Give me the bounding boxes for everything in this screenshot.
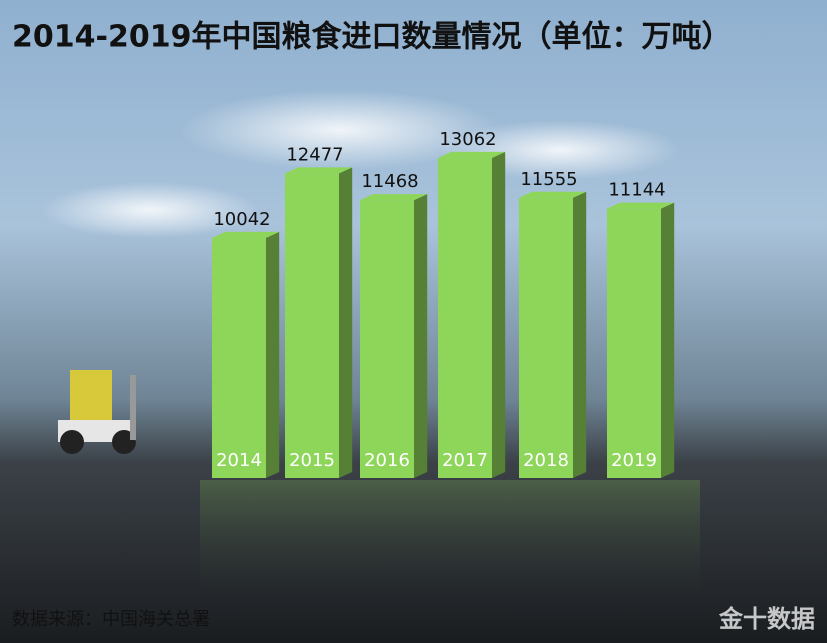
bar-top <box>438 151 506 158</box>
x-tick-label: 2019 <box>611 450 657 471</box>
reflection <box>200 480 700 600</box>
cloud <box>40 182 260 238</box>
bar-side <box>661 202 675 478</box>
bar-side <box>492 151 506 478</box>
bars: 10042 2014 12477 2015 11468 2016 13062 2017 1155… <box>212 129 675 479</box>
value-label: 11468 <box>361 171 418 192</box>
x-tick-label: 2018 <box>523 450 569 471</box>
bar-top <box>212 231 280 238</box>
cloud <box>180 90 500 170</box>
x-tick-label: 2017 <box>442 450 488 471</box>
bar-top <box>285 167 353 174</box>
bar <box>607 208 661 478</box>
bar-top <box>519 191 587 198</box>
bar <box>438 157 492 478</box>
bar <box>285 173 339 478</box>
x-tick-label: 2015 <box>289 450 335 471</box>
watermark: 金十数据 <box>718 605 815 633</box>
bar-side <box>266 231 280 478</box>
forklift <box>58 370 136 454</box>
source-note: 数据来源：中国海关总署 <box>12 609 210 630</box>
bar <box>360 200 414 478</box>
bar-side <box>573 191 587 479</box>
bar <box>519 197 573 479</box>
value-label: 11144 <box>608 180 665 201</box>
bar-side <box>339 167 353 478</box>
value-label: 11555 <box>520 169 577 190</box>
bar-top <box>360 194 428 201</box>
value-label: 10042 <box>213 209 270 230</box>
x-tick-label: 2016 <box>364 450 410 471</box>
value-label: 12477 <box>286 144 343 165</box>
x-tick-label: 2014 <box>216 450 262 471</box>
bar-top <box>607 202 675 209</box>
bar <box>212 237 266 478</box>
value-label: 13062 <box>439 129 496 150</box>
chart-title: 2014-2019年中国粮食进口数量情况（单位：万吨） <box>12 20 731 55</box>
bar-side <box>414 194 428 478</box>
